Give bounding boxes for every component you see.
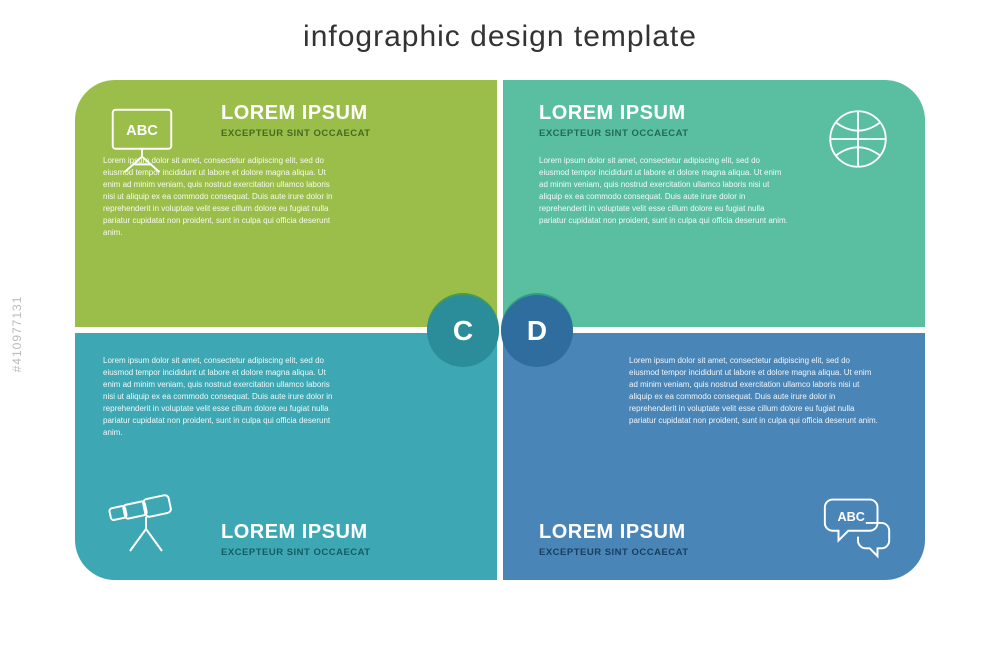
infographic-grid: ABC LOREM IPSUM EXCEPTEUR SINT OCCAECAT … bbox=[75, 80, 925, 580]
page-title: infographic design template bbox=[0, 20, 1000, 54]
panel-a: ABC LOREM IPSUM EXCEPTEUR SINT OCCAECAT … bbox=[75, 80, 497, 327]
badge-d: D bbox=[501, 295, 573, 367]
panel-d-body: Lorem ipsum dolor sit amet, consectetur … bbox=[629, 355, 879, 427]
panel-b: LOREM IPSUM EXCEPTEUR SINT OCCAECAT Lore… bbox=[503, 80, 925, 327]
panel-c: Lorem ipsum dolor sit amet, consectetur … bbox=[75, 333, 497, 580]
panel-a-sub: EXCEPTEUR SINT OCCAECAT bbox=[221, 128, 471, 139]
panel-d: ABC Lorem ipsum dolor sit amet, consecte… bbox=[503, 333, 925, 580]
speech-abc-icon: ABC bbox=[813, 476, 903, 566]
badge-c: C bbox=[427, 295, 499, 367]
svg-text:ABC: ABC bbox=[126, 123, 158, 139]
panel-b-body: Lorem ipsum dolor sit amet, consectetur … bbox=[539, 155, 789, 227]
panel-a-heading: LOREM IPSUM bbox=[221, 102, 471, 125]
panel-c-heading: LOREM IPSUM bbox=[221, 521, 471, 544]
panel-a-body: Lorem ipsum dolor sit amet, consectetur … bbox=[103, 155, 343, 239]
telescope-icon bbox=[97, 476, 187, 566]
basketball-icon bbox=[813, 94, 903, 184]
panel-c-body: Lorem ipsum dolor sit amet, consectetur … bbox=[103, 355, 343, 439]
watermark: #410977131 bbox=[10, 295, 24, 372]
panel-c-sub: EXCEPTEUR SINT OCCAECAT bbox=[221, 547, 471, 558]
svg-text:ABC: ABC bbox=[837, 510, 864, 524]
